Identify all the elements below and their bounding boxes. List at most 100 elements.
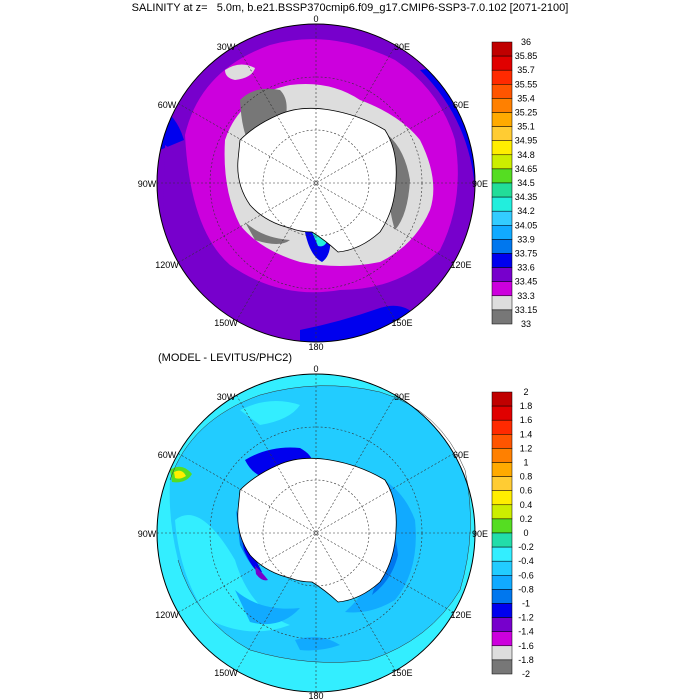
salinity-colorbar-label: 35.25 [515, 108, 538, 118]
difference-colorbar-swatch [491, 490, 513, 506]
difference-map: 0 30E 60E 90E 120E 150E 180 150W 120W 90… [138, 364, 488, 700]
difference-colorbar-swatch [491, 589, 513, 604]
lon-label: 60E [453, 100, 469, 110]
salinity-colorbar-swatch [491, 154, 513, 170]
salinity-colorbar-label: 35.85 [515, 51, 538, 61]
difference-colorbar-label: -1.6 [518, 641, 534, 651]
lon-label: 60W [158, 450, 177, 460]
salinity-colorbar-swatch [491, 55, 513, 71]
difference-colorbar-label: 1 [523, 458, 528, 468]
difference-colorbar-label: -1.2 [518, 613, 534, 623]
difference-colorbar-swatch [491, 659, 513, 675]
salinity-colorbar-label: 35.7 [517, 65, 535, 75]
difference-colorbar-swatch [491, 617, 513, 632]
salinity-colorbar-label: 34.2 [517, 206, 535, 216]
salinity-colorbar-label: 35.4 [517, 93, 535, 103]
salinity-colorbar: 36 35.85 35.7 35.55 35.4 35.25 35.1 34.95 34.8 34… [491, 37, 538, 329]
difference-colorbar-swatch [491, 419, 513, 435]
lon-label: 150W [214, 318, 238, 328]
lon-label: 150E [391, 668, 412, 678]
lon-label: 120E [450, 260, 471, 270]
lon-label: 180 [308, 691, 323, 700]
difference-colorbar-swatch [491, 575, 513, 590]
difference-colorbar-swatch [491, 631, 513, 647]
lon-label: 0 [313, 364, 318, 374]
difference-colorbar-label: 2 [523, 387, 528, 397]
lon-label: 120E [450, 610, 471, 620]
top-longitude-labels: 0 30E 60E 90E 120E 150E 180 150W 120W 90… [138, 14, 488, 352]
difference-colorbar-swatch [491, 560, 513, 576]
salinity-colorbar-label: 33.9 [517, 234, 535, 244]
salinity-colorbar-label: 33 [521, 319, 531, 329]
difference-colorbar-label: 0.8 [520, 472, 533, 482]
lon-label: 90W [138, 529, 157, 539]
difference-colorbar-label: -0.6 [518, 570, 534, 580]
salinity-colorbar-swatch [491, 84, 513, 99]
salinity-colorbar-swatch [491, 225, 513, 240]
difference-colorbar-label: -1 [522, 599, 530, 609]
difference-colorbar-label: 1.2 [520, 443, 533, 453]
difference-colorbar-label: -0.2 [518, 542, 534, 552]
salinity-colorbar-swatch [491, 196, 513, 212]
salinity-colorbar-label: 35.1 [517, 122, 535, 132]
salinity-colorbar-swatch [491, 112, 513, 127]
lon-label: 150E [391, 318, 412, 328]
difference-colorbar-label: -1.4 [518, 627, 534, 637]
salinity-colorbar-swatch [491, 210, 513, 226]
salinity-colorbar-label: 34.05 [515, 220, 538, 230]
difference-colorbar-label: 1.6 [520, 415, 533, 425]
salinity-colorbar-swatch [491, 140, 513, 156]
lon-label: 180 [308, 342, 323, 352]
salinity-colorbar-swatch [491, 239, 513, 254]
lon-label: 30E [394, 392, 410, 402]
difference-colorbar-label: 0 [523, 528, 528, 538]
bottom-longitude-labels: 0 30E 60E 90E 120E 150E 180 150W 120W 90… [138, 364, 488, 700]
difference-colorbar-swatch [491, 645, 513, 661]
lon-label: 120W [155, 260, 179, 270]
difference-colorbar-swatch [491, 504, 513, 520]
salinity-colorbar-label: 33.15 [515, 305, 538, 315]
salinity-colorbar-label: 34.8 [517, 150, 535, 160]
salinity-map: 0 30E 60E 90E 120E 150E 180 150W 120W 90… [138, 14, 488, 352]
lon-label: 30E [394, 42, 410, 52]
salinity-colorbar-label: 35.55 [515, 79, 538, 89]
lon-label: 150W [214, 668, 238, 678]
difference-colorbar-label: 1.4 [520, 429, 533, 439]
lon-label: 60E [453, 450, 469, 460]
salinity-colorbar-label: 34.95 [515, 136, 538, 146]
difference-colorbar-label: 0.2 [520, 514, 533, 524]
salinity-colorbar-swatch [491, 126, 513, 141]
lon-label: 60W [158, 100, 177, 110]
difference-colorbar-swatch [491, 532, 513, 548]
salinity-colorbar-swatch [491, 182, 513, 198]
salinity-colorbar-label: 33.3 [517, 291, 535, 301]
salinity-colorbar-swatch [491, 309, 513, 325]
figure-title: SALINITY at z= 5.0m, b.e21.BSSP370cmip6.… [131, 2, 569, 14]
salinity-colorbar-swatch [491, 168, 513, 184]
lon-label: 90W [138, 179, 157, 189]
difference-subtitle: (MODEL - LEVITUS/PHC2) [158, 352, 293, 364]
difference-colorbar: 2 1.8 1.6 1.4 1.2 1 0.8 0.6 0.4 0.2 0 -0.2 -0.4 -0.6 -… [491, 387, 534, 679]
lon-label: 90E [472, 529, 488, 539]
difference-colorbar-label: -0.4 [518, 556, 534, 566]
salinity-colorbar-label: 33.45 [515, 277, 538, 287]
difference-colorbar-label: -1.8 [518, 655, 534, 665]
lon-label: 120W [155, 610, 179, 620]
salinity-colorbar-swatch [491, 69, 513, 85]
difference-colorbar-swatch [491, 518, 513, 534]
difference-colorbar-swatch [491, 391, 513, 407]
salinity-colorbar-swatch [491, 281, 513, 297]
difference-colorbar-swatch [491, 462, 513, 477]
difference-colorbar-label: 1.8 [520, 401, 533, 411]
salinity-colorbar-label: 33.6 [517, 263, 535, 273]
salinity-colorbar-swatch [491, 295, 513, 311]
salinity-colorbar-label: 36 [521, 37, 531, 47]
difference-colorbar-label: -2 [522, 669, 530, 679]
difference-colorbar-swatch [491, 603, 513, 618]
lon-label: 30W [217, 42, 236, 52]
difference-colorbar-swatch [491, 546, 513, 562]
difference-colorbar-swatch [491, 476, 513, 491]
difference-colorbar-label: -0.8 [518, 584, 534, 594]
difference-colorbar-label: 0.4 [520, 500, 533, 510]
